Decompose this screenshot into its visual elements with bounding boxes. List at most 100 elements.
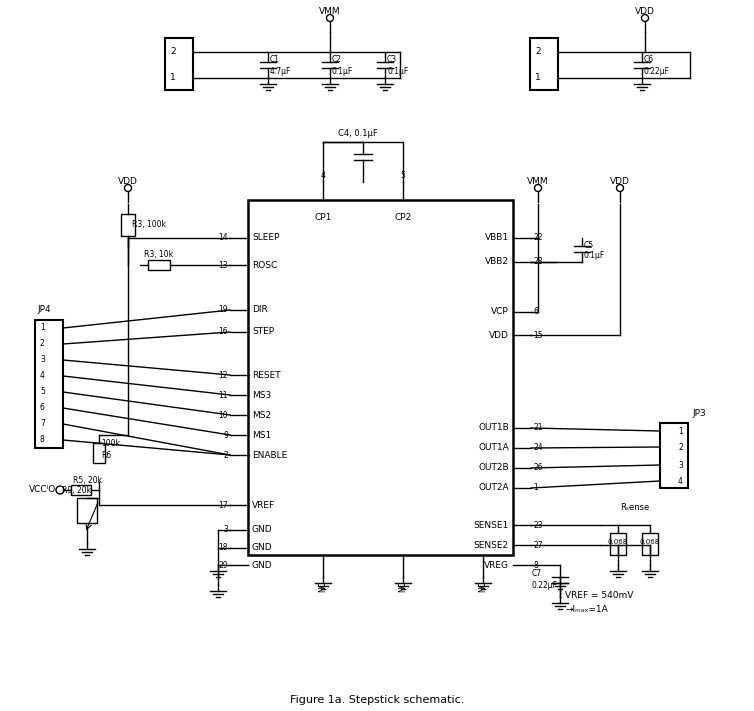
Text: 0.068: 0.068 — [608, 539, 628, 545]
Text: 1: 1 — [533, 483, 538, 493]
Text: 28: 28 — [533, 257, 542, 267]
Text: C1: C1 — [270, 55, 280, 65]
Text: 10: 10 — [219, 410, 228, 419]
Text: 4.7μF: 4.7μF — [270, 67, 291, 75]
Text: C5: C5 — [584, 240, 594, 250]
Text: 18: 18 — [219, 543, 228, 552]
Text: MS1: MS1 — [252, 430, 271, 439]
Text: 4: 4 — [40, 372, 45, 380]
Text: JP4: JP4 — [37, 306, 51, 314]
Text: R3, 10k: R3, 10k — [144, 250, 173, 260]
Text: 22: 22 — [533, 233, 542, 242]
Text: 21: 21 — [533, 424, 542, 432]
Text: 2: 2 — [223, 451, 228, 459]
Text: 2: 2 — [679, 442, 683, 451]
Text: 5: 5 — [400, 171, 406, 180]
Text: CP2: CP2 — [394, 213, 412, 223]
Text: 4: 4 — [320, 171, 326, 180]
Text: 3: 3 — [678, 461, 683, 469]
Text: R3, 100k: R3, 100k — [132, 220, 166, 230]
Text: C6: C6 — [644, 55, 654, 65]
Text: OUT2B: OUT2B — [478, 464, 509, 473]
Bar — [610, 533, 626, 555]
Text: 6: 6 — [40, 404, 45, 412]
Text: VREF: VREF — [252, 501, 275, 510]
Text: VREG: VREG — [484, 560, 509, 570]
Text: 0.22μF: 0.22μF — [644, 67, 670, 75]
Text: 100k: 100k — [101, 439, 120, 447]
Text: 8: 8 — [533, 560, 538, 570]
Text: VBB1: VBB1 — [485, 233, 509, 242]
Bar — [530, 38, 558, 90]
Text: 0.1μF: 0.1μF — [332, 67, 354, 75]
Bar — [165, 38, 193, 90]
Text: 23: 23 — [533, 520, 543, 530]
Text: 0.1μF: 0.1μF — [584, 252, 605, 260]
Bar — [148, 260, 170, 270]
Text: 14: 14 — [219, 233, 228, 242]
Text: VCCᴵO: VCCᴵO — [29, 486, 56, 494]
Text: C7: C7 — [532, 569, 542, 577]
Text: SENSE2: SENSE2 — [474, 540, 509, 550]
Text: 7: 7 — [40, 419, 45, 429]
Text: 26: 26 — [533, 464, 543, 473]
Text: R9, 20k: R9, 20k — [62, 486, 91, 494]
Text: RESET: RESET — [252, 370, 280, 380]
Text: NC: NC — [399, 582, 407, 592]
Text: Rₛense: Rₛense — [621, 503, 650, 511]
Text: NC: NC — [479, 582, 488, 592]
Text: 12: 12 — [219, 370, 228, 380]
Text: GND: GND — [252, 560, 273, 570]
Text: CP1: CP1 — [314, 213, 332, 223]
Text: 17: 17 — [219, 501, 228, 510]
Text: C2: C2 — [332, 55, 342, 65]
Bar — [71, 485, 91, 495]
Text: 29: 29 — [219, 560, 228, 570]
Text: 8: 8 — [40, 436, 44, 444]
Text: 3: 3 — [223, 525, 228, 535]
Text: VCP: VCP — [492, 307, 509, 316]
Text: 2: 2 — [40, 339, 44, 348]
Text: 19: 19 — [219, 306, 228, 314]
Text: GND: GND — [252, 543, 273, 552]
Text: VDD: VDD — [635, 8, 655, 16]
Text: VBB2: VBB2 — [485, 257, 509, 267]
Text: 0.068: 0.068 — [640, 539, 660, 545]
Text: ROSC: ROSC — [252, 260, 277, 269]
Bar — [77, 498, 97, 523]
Text: VMM: VMM — [527, 178, 549, 186]
Text: MS3: MS3 — [252, 390, 271, 400]
Text: 0.22μF: 0.22μF — [532, 580, 558, 589]
Text: SLEEP: SLEEP — [252, 233, 280, 242]
Text: DIR: DIR — [252, 306, 268, 314]
Bar — [35, 320, 63, 448]
Text: →Iₘₐₓ=1A: →Iₘₐₓ=1A — [565, 606, 608, 614]
Text: VMM: VMM — [319, 8, 341, 16]
Bar — [642, 533, 658, 555]
Text: OUT1B: OUT1B — [478, 424, 509, 432]
Text: C3: C3 — [387, 55, 397, 65]
Text: 1: 1 — [535, 73, 541, 82]
Text: MS2: MS2 — [252, 410, 271, 419]
Text: VDD: VDD — [489, 331, 509, 339]
Bar — [660, 423, 688, 488]
Text: 2: 2 — [535, 48, 541, 56]
Text: 1: 1 — [170, 73, 176, 82]
Text: 13: 13 — [219, 260, 228, 269]
Text: VDD: VDD — [118, 178, 138, 186]
Bar — [248, 200, 513, 555]
Text: 3: 3 — [40, 356, 45, 365]
Text: 27: 27 — [533, 540, 543, 550]
Text: 6: 6 — [533, 307, 538, 316]
Text: 24: 24 — [533, 444, 543, 452]
Bar — [121, 214, 135, 236]
Text: ENABLE: ENABLE — [252, 451, 287, 459]
Text: 4: 4 — [678, 476, 683, 486]
Text: GND: GND — [252, 525, 273, 535]
Text: 1: 1 — [40, 324, 44, 333]
Text: VREF = 540mV: VREF = 540mV — [565, 591, 633, 599]
Text: SENSE1: SENSE1 — [474, 520, 509, 530]
Text: C4, 0.1μF: C4, 0.1μF — [338, 129, 378, 139]
Text: Figure 1a. Stepstick schematic.: Figure 1a. Stepstick schematic. — [290, 695, 464, 705]
Text: 5: 5 — [40, 387, 45, 397]
